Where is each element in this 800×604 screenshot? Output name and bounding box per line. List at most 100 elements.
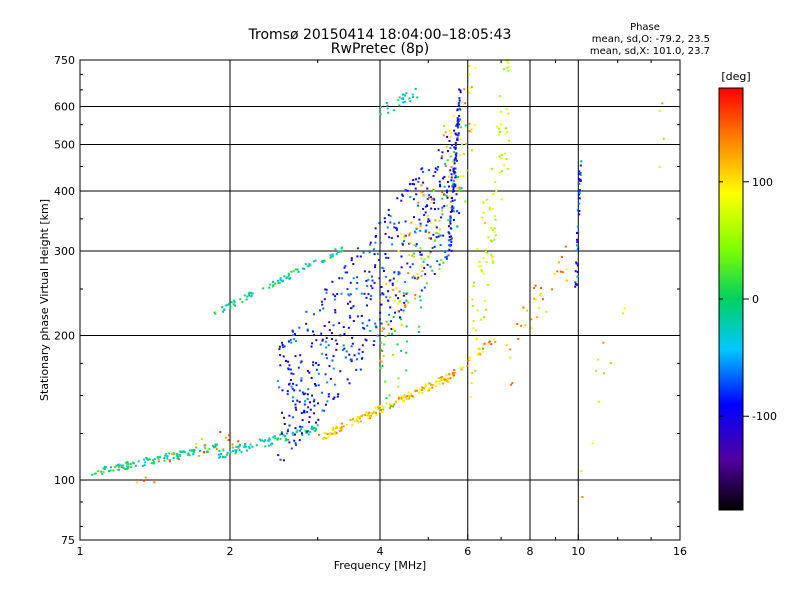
data-point bbox=[389, 405, 392, 408]
data-point bbox=[385, 397, 388, 400]
data-point bbox=[539, 292, 542, 295]
data-point bbox=[313, 334, 316, 337]
data-point bbox=[388, 394, 391, 397]
data-point bbox=[393, 299, 396, 302]
data-point bbox=[482, 257, 485, 260]
data-point bbox=[206, 450, 209, 453]
data-point bbox=[447, 150, 449, 153]
data-point bbox=[321, 409, 324, 412]
data-point bbox=[458, 186, 461, 189]
data-point bbox=[383, 343, 386, 346]
data-point bbox=[127, 465, 130, 468]
data-point bbox=[325, 291, 328, 294]
data-point bbox=[287, 340, 290, 343]
data-point bbox=[443, 185, 446, 188]
data-point bbox=[300, 360, 303, 363]
data-point bbox=[416, 96, 419, 99]
data-point bbox=[452, 186, 455, 189]
data-point bbox=[295, 408, 298, 411]
data-point bbox=[360, 314, 363, 317]
data-point bbox=[445, 145, 448, 148]
data-point bbox=[323, 409, 326, 412]
data-point bbox=[472, 320, 475, 323]
data-point bbox=[450, 237, 453, 240]
data-point bbox=[420, 184, 423, 187]
data-point bbox=[459, 126, 462, 129]
data-point bbox=[348, 382, 351, 385]
data-point bbox=[382, 327, 384, 330]
data-point bbox=[131, 461, 134, 464]
data-point bbox=[434, 231, 437, 234]
data-point bbox=[317, 418, 320, 421]
data-point bbox=[419, 222, 422, 225]
data-point bbox=[424, 229, 427, 232]
data-point bbox=[291, 396, 294, 399]
data-point bbox=[328, 321, 331, 324]
data-point bbox=[415, 226, 418, 229]
data-point bbox=[332, 398, 335, 400]
data-point bbox=[204, 447, 207, 450]
data-point bbox=[417, 180, 420, 183]
data-point bbox=[272, 284, 275, 287]
data-point bbox=[351, 342, 354, 345]
data-point bbox=[342, 344, 345, 347]
data-point bbox=[303, 411, 306, 414]
data-point bbox=[332, 367, 335, 370]
data-point bbox=[438, 228, 441, 231]
data-point bbox=[463, 88, 466, 91]
data-point bbox=[383, 270, 385, 272]
data-point bbox=[447, 175, 450, 178]
data-point bbox=[123, 467, 126, 470]
data-point bbox=[394, 400, 397, 403]
data-point bbox=[137, 460, 140, 463]
data-point bbox=[249, 443, 252, 446]
data-point bbox=[203, 451, 206, 453]
data-point bbox=[452, 185, 455, 188]
data-point bbox=[394, 311, 396, 314]
data-point bbox=[432, 190, 435, 192]
data-point bbox=[455, 154, 458, 157]
data-point bbox=[424, 383, 427, 386]
data-point bbox=[226, 453, 229, 456]
data-point bbox=[255, 444, 258, 447]
data-point bbox=[303, 267, 306, 270]
data-point bbox=[406, 292, 409, 295]
data-point bbox=[396, 343, 399, 346]
data-point bbox=[389, 221, 392, 224]
data-point bbox=[478, 260, 481, 263]
data-point bbox=[294, 403, 297, 406]
data-point bbox=[452, 179, 455, 182]
data-point bbox=[412, 275, 415, 278]
data-point bbox=[112, 469, 115, 472]
data-point bbox=[458, 102, 461, 105]
data-point bbox=[482, 343, 485, 346]
data-point bbox=[291, 431, 294, 434]
data-point bbox=[199, 450, 202, 452]
data-point bbox=[384, 380, 387, 383]
data-point bbox=[480, 268, 483, 271]
x-tick-label: 16 bbox=[673, 545, 687, 558]
data-point bbox=[453, 170, 456, 173]
data-point bbox=[365, 411, 368, 414]
data-point bbox=[418, 325, 421, 328]
data-point bbox=[235, 449, 238, 452]
data-point bbox=[292, 334, 295, 337]
data-point bbox=[451, 373, 454, 376]
data-point bbox=[454, 147, 457, 150]
data-point bbox=[404, 396, 407, 399]
data-point bbox=[445, 380, 448, 383]
data-point bbox=[378, 259, 381, 261]
data-point bbox=[350, 358, 353, 361]
data-point bbox=[507, 62, 510, 64]
data-point bbox=[413, 244, 416, 247]
data-point bbox=[561, 255, 563, 258]
data-point bbox=[268, 438, 271, 441]
data-point bbox=[283, 416, 285, 419]
data-point bbox=[366, 304, 368, 307]
data-point bbox=[356, 416, 359, 419]
data-point bbox=[578, 182, 581, 185]
data-point bbox=[286, 393, 289, 396]
data-point bbox=[468, 87, 471, 90]
data-point bbox=[522, 306, 525, 309]
data-point bbox=[374, 412, 377, 415]
